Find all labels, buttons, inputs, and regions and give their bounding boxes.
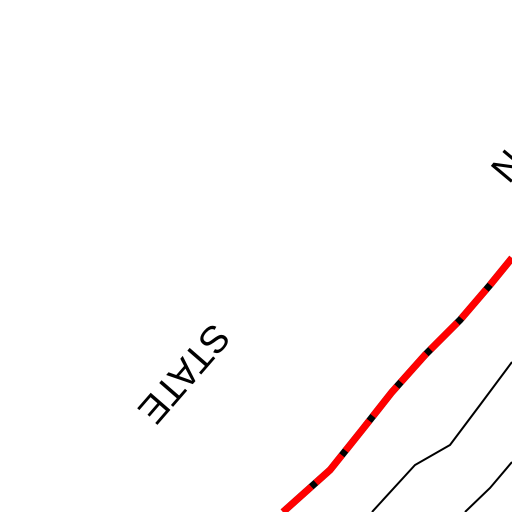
contour-line — [371, 361, 512, 512]
contour-line — [464, 461, 512, 512]
state-boundary — [280, 255, 512, 512]
